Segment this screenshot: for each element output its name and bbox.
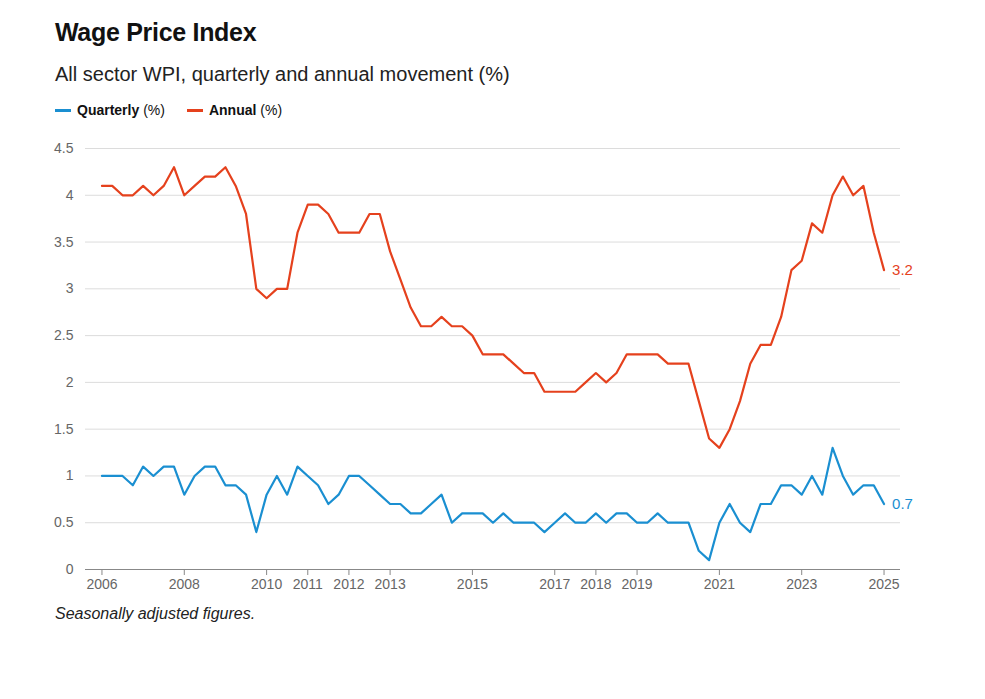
svg-text:1.5: 1.5: [54, 421, 74, 437]
svg-text:2018: 2018: [580, 576, 611, 592]
svg-text:0.5: 0.5: [54, 514, 74, 530]
svg-text:2015: 2015: [457, 576, 488, 592]
svg-text:2025: 2025: [868, 576, 899, 592]
svg-text:3.2: 3.2: [892, 261, 913, 278]
svg-text:2017: 2017: [539, 576, 570, 592]
svg-text:2012: 2012: [333, 576, 364, 592]
html-text:All sector WPI, quarterly and: All sector WPI, quarterly and annual mov…: [55, 63, 510, 85]
html-text:Seasonally adjusted figures.: Seasonally adjusted figures.: [55, 605, 256, 622]
svg-text:2019: 2019: [621, 576, 652, 592]
html-text:Annual (%): Annual (%): [208, 102, 282, 118]
svg-text:2011: 2011: [293, 576, 323, 592]
svg-text:2021: 2021: [704, 576, 735, 592]
svg-text:3: 3: [66, 280, 74, 296]
svg-text:2006: 2006: [86, 576, 117, 592]
svg-text:4: 4: [66, 187, 74, 203]
svg-text:4.5: 4.5: [54, 140, 74, 156]
html-text:Quarterly (%): Quarterly (%): [77, 102, 165, 118]
svg-text:2008: 2008: [169, 576, 200, 592]
svg-text:3.5: 3.5: [54, 234, 74, 250]
svg-text:2013: 2013: [375, 576, 406, 592]
svg-text:2: 2: [66, 374, 74, 390]
svg-text:2010: 2010: [251, 576, 282, 592]
svg-text:1: 1: [66, 467, 74, 483]
svg-text:0.7: 0.7: [892, 495, 913, 512]
svg-text:2.5: 2.5: [54, 327, 74, 343]
html-text:Wage Price Index: Wage Price Index: [55, 18, 257, 46]
svg-text:2023: 2023: [786, 576, 817, 592]
svg-text:0: 0: [66, 561, 74, 577]
